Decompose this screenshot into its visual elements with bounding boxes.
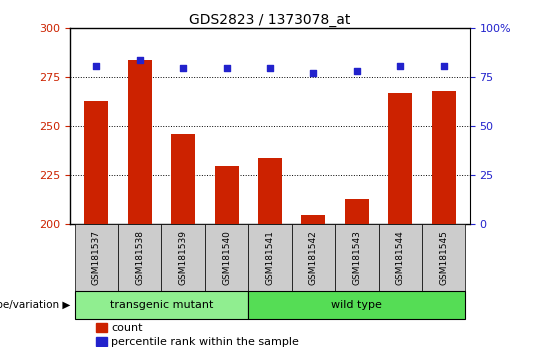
Bar <box>388 93 412 224</box>
Text: GSM181537: GSM181537 <box>92 230 101 285</box>
Bar <box>214 166 239 224</box>
FancyBboxPatch shape <box>379 224 422 291</box>
Point <box>396 63 404 68</box>
Bar <box>128 60 152 224</box>
Bar <box>96 337 107 346</box>
Point <box>266 65 274 70</box>
Bar <box>171 134 195 224</box>
Text: wild type: wild type <box>332 300 382 310</box>
Point <box>136 57 144 63</box>
FancyBboxPatch shape <box>422 224 465 291</box>
Text: GSM181541: GSM181541 <box>266 230 274 285</box>
FancyBboxPatch shape <box>292 224 335 291</box>
FancyBboxPatch shape <box>75 224 118 291</box>
Point <box>222 65 231 70</box>
Text: GSM181540: GSM181540 <box>222 230 231 285</box>
Text: GSM181542: GSM181542 <box>309 230 318 285</box>
FancyBboxPatch shape <box>161 224 205 291</box>
Point <box>92 63 100 68</box>
Point <box>440 63 448 68</box>
Bar <box>301 215 326 224</box>
Point <box>179 65 187 70</box>
Text: genotype/variation ▶: genotype/variation ▶ <box>0 300 70 310</box>
FancyBboxPatch shape <box>205 224 248 291</box>
Text: transgenic mutant: transgenic mutant <box>110 300 213 310</box>
Text: GSM181545: GSM181545 <box>439 230 448 285</box>
Point <box>309 70 318 76</box>
Bar <box>432 91 456 224</box>
FancyBboxPatch shape <box>248 224 292 291</box>
Text: GSM181544: GSM181544 <box>396 230 405 285</box>
Bar <box>345 199 369 224</box>
Bar <box>258 158 282 224</box>
Bar <box>84 101 108 224</box>
Text: GSM181539: GSM181539 <box>179 230 187 285</box>
Title: GDS2823 / 1373078_at: GDS2823 / 1373078_at <box>190 13 350 27</box>
FancyBboxPatch shape <box>118 224 161 291</box>
Point <box>353 69 361 74</box>
FancyBboxPatch shape <box>335 224 379 291</box>
Text: GSM181543: GSM181543 <box>353 230 361 285</box>
FancyBboxPatch shape <box>75 291 248 319</box>
Text: GSM181538: GSM181538 <box>135 230 144 285</box>
Text: count: count <box>111 322 143 333</box>
Text: percentile rank within the sample: percentile rank within the sample <box>111 337 299 347</box>
FancyBboxPatch shape <box>248 291 465 319</box>
Bar <box>96 323 107 332</box>
